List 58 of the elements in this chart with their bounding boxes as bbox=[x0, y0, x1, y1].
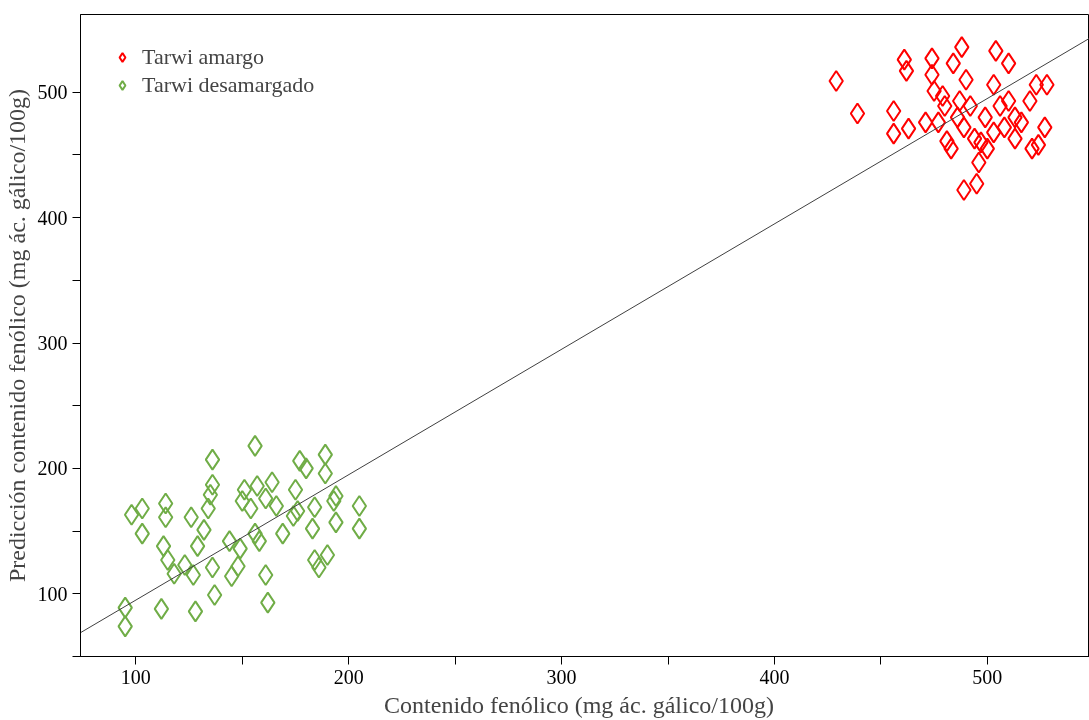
point bbox=[153, 597, 170, 620]
point bbox=[185, 564, 201, 586]
point bbox=[966, 127, 983, 150]
y-tick-label: 500 bbox=[37, 81, 68, 104]
point bbox=[951, 90, 968, 113]
y-axis-title: Predicción contenido fenólico (mg ác. gálico/100g) bbox=[3, 88, 30, 583]
point bbox=[1000, 52, 1017, 75]
point bbox=[204, 448, 221, 471]
point bbox=[917, 111, 934, 134]
x-axis-title: Contenido fenólico (mg ác. gálico/100g) bbox=[384, 691, 774, 718]
legend-label: Tarwi amargo bbox=[142, 44, 265, 70]
point bbox=[328, 485, 344, 507]
point bbox=[885, 100, 902, 123]
point bbox=[996, 116, 1013, 139]
point bbox=[204, 556, 221, 579]
point bbox=[268, 495, 285, 518]
point bbox=[287, 478, 304, 501]
point bbox=[187, 600, 204, 623]
x-tick-label: 500 bbox=[972, 665, 1003, 688]
point bbox=[1000, 90, 1017, 113]
point bbox=[221, 530, 238, 553]
point bbox=[306, 548, 323, 571]
point bbox=[885, 122, 902, 145]
point bbox=[223, 565, 240, 588]
point bbox=[306, 496, 323, 519]
y-tick-label: 300 bbox=[37, 332, 68, 355]
point bbox=[157, 506, 174, 529]
point bbox=[189, 535, 206, 558]
legend-label: Tarwi desamargado bbox=[142, 72, 315, 98]
point bbox=[204, 473, 221, 496]
point bbox=[900, 117, 917, 140]
point bbox=[949, 106, 966, 129]
point bbox=[849, 102, 866, 125]
point bbox=[236, 478, 253, 501]
point bbox=[898, 59, 915, 82]
point bbox=[157, 492, 174, 515]
point bbox=[304, 517, 321, 540]
point bbox=[1030, 133, 1047, 156]
y-tick-label: 100 bbox=[37, 582, 68, 605]
point bbox=[930, 111, 947, 134]
point bbox=[285, 505, 302, 528]
point bbox=[351, 517, 368, 540]
x-tick-label: 200 bbox=[333, 665, 364, 688]
point bbox=[258, 564, 274, 586]
x-tick-label: 300 bbox=[546, 665, 577, 688]
point bbox=[351, 495, 368, 518]
x-tick-label: 400 bbox=[759, 665, 790, 688]
x-tick-label: 100 bbox=[120, 665, 151, 688]
y-tick-label: 200 bbox=[37, 457, 68, 480]
point bbox=[155, 535, 172, 558]
point bbox=[206, 584, 223, 607]
y-tick-label: 400 bbox=[37, 206, 68, 229]
point bbox=[289, 500, 306, 523]
point bbox=[319, 543, 336, 566]
point bbox=[934, 85, 951, 107]
point bbox=[123, 503, 140, 526]
point bbox=[202, 483, 219, 506]
point bbox=[1013, 111, 1030, 134]
